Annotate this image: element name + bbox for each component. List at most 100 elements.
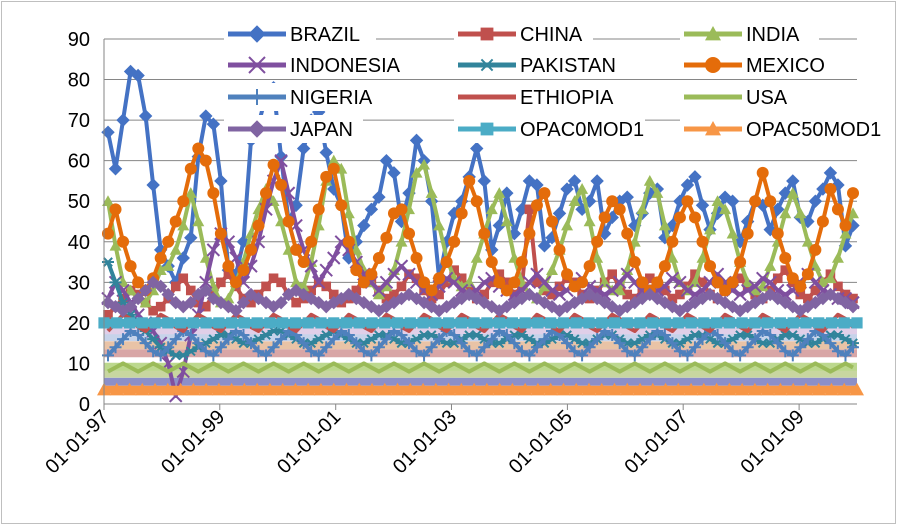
data-point (275, 333, 288, 346)
data-point (505, 382, 520, 396)
data-point (411, 273, 422, 284)
data-point (726, 345, 739, 358)
data-point (568, 195, 581, 207)
data-point (199, 275, 213, 290)
data-point (357, 345, 370, 358)
data-point (726, 227, 739, 239)
data-point (545, 283, 559, 298)
data-point (326, 382, 341, 396)
data-point (124, 284, 137, 296)
data-point (357, 276, 370, 289)
data-point (372, 252, 385, 264)
data-point (224, 382, 239, 396)
data-point (389, 289, 399, 300)
data-point (463, 174, 476, 187)
data-point (396, 281, 407, 292)
data-point (736, 317, 748, 329)
x-tick-label: 01-01-09 (736, 406, 808, 478)
series-layer (97, 64, 864, 403)
data-point (771, 337, 784, 350)
y-tick-label: 90 (68, 29, 90, 51)
data-point (719, 337, 732, 350)
legend-item-nigeria: NIGERIA (224, 83, 389, 111)
data-point (184, 231, 198, 245)
y-tick-label: 80 (68, 70, 90, 92)
data-point (673, 211, 686, 224)
x-tick-label: 01-01-05 (505, 406, 577, 478)
data-point (350, 337, 363, 350)
data-point (327, 333, 340, 346)
data-point (560, 182, 574, 196)
data-point (847, 207, 859, 219)
data-point (561, 337, 574, 350)
legend-marker (248, 56, 266, 74)
data-point (350, 264, 363, 277)
data-point (328, 289, 339, 300)
data-point (139, 296, 152, 308)
data-point (840, 289, 851, 300)
data-point (850, 382, 864, 396)
legend-label: JAPAN (290, 119, 353, 141)
data-point (327, 251, 341, 265)
data-point (519, 317, 531, 329)
series-opac50mod1 (97, 382, 864, 396)
data-point (764, 195, 777, 208)
legend-marker (480, 27, 494, 41)
data-point (161, 287, 175, 302)
data-point (131, 68, 145, 83)
data-point (174, 317, 187, 329)
data-point (410, 345, 423, 358)
data-point (485, 203, 498, 215)
data-point (779, 345, 792, 358)
data-point (154, 264, 167, 275)
data-point (267, 158, 280, 171)
data-point (696, 252, 709, 263)
data-point (786, 272, 799, 285)
data-point (192, 337, 205, 350)
data-point (530, 382, 545, 396)
legend-label: INDIA (746, 24, 800, 46)
data-point (425, 341, 438, 354)
data-point (199, 345, 212, 358)
data-point (688, 276, 701, 288)
data-point (109, 239, 122, 251)
y-tick-label: 40 (68, 232, 90, 254)
data-point (470, 141, 484, 156)
data-point (102, 195, 114, 207)
legend-item-indonesia: INDONESIA (224, 51, 415, 79)
data-point (764, 260, 777, 271)
data-point (365, 382, 380, 396)
data-point (485, 256, 498, 269)
data-point (773, 382, 788, 396)
data-point (725, 194, 740, 208)
legend-item-pakistan: PAKISTAN (454, 51, 632, 79)
data-point (801, 235, 814, 247)
data-point (561, 268, 574, 281)
data-point (787, 317, 799, 329)
data-point (741, 341, 754, 354)
data-point (335, 199, 348, 212)
data-point (554, 281, 565, 292)
data-point (244, 243, 257, 256)
data-point (173, 382, 188, 396)
data-point (508, 337, 521, 350)
data-point (552, 206, 567, 221)
data-point (455, 317, 467, 329)
data-point (831, 345, 844, 358)
data-point (774, 317, 787, 329)
legend-item-opac0mod1: OPAC0MOD1 (454, 115, 645, 143)
data-point (847, 187, 859, 200)
legend-item-japan: JAPAN (224, 115, 363, 143)
data-point (122, 382, 137, 396)
data-point (633, 382, 648, 396)
data-point (403, 382, 418, 396)
legend-label: USA (746, 87, 788, 109)
data-point (155, 301, 166, 312)
data-point (244, 337, 257, 350)
data-point (440, 256, 453, 269)
data-point (456, 273, 467, 284)
data-point (237, 382, 252, 396)
data-point (837, 382, 852, 396)
data-point (660, 285, 670, 296)
